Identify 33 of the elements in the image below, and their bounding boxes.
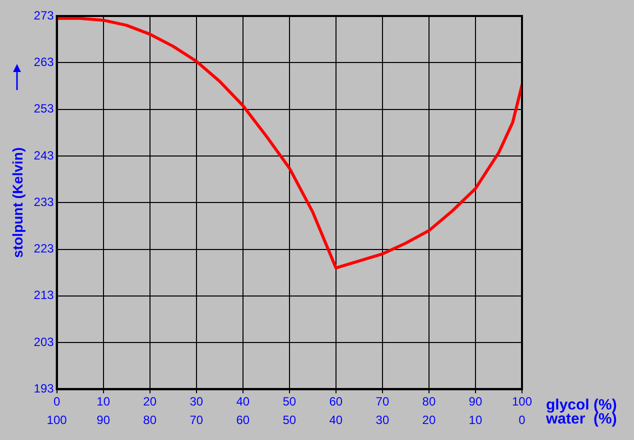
x-tick-label: 80	[422, 394, 436, 409]
x-tick-label: 70	[376, 394, 390, 409]
x2-tick-label: 0	[518, 413, 526, 428]
y-tick-label: 203	[34, 334, 54, 349]
x2-tick-label: 60	[236, 413, 250, 428]
x-tick-label: 10	[96, 394, 110, 409]
x2-tick-label: 50	[282, 413, 296, 428]
x2-tick-label: 90	[96, 413, 110, 428]
y-tick-label: 263	[34, 54, 54, 69]
y-tick-label: 243	[34, 148, 54, 162]
x-tick-label: 20	[143, 394, 157, 409]
x2-tick-label: 40	[329, 413, 343, 428]
x2-tick-label: 10	[468, 413, 482, 428]
x2-tick-label: 20	[422, 413, 436, 428]
x-tick-label: 0	[53, 394, 60, 409]
x-tick-label: 40	[236, 394, 250, 409]
y-tick-label: 233	[34, 194, 54, 209]
x-tick-label: 50	[282, 394, 296, 409]
y-tick-label: 223	[34, 242, 54, 256]
x-tick-label: 60	[329, 394, 343, 409]
x2-tick-label: 30	[376, 413, 390, 428]
x2-tick-label: 100	[46, 413, 68, 428]
x-tick-label: 30	[190, 394, 204, 409]
y-tick-label: 193	[34, 382, 54, 396]
y-tick-label: 253	[34, 102, 54, 116]
y-axis-title: stolpunt (Kelvin)	[9, 147, 26, 258]
y-tick-label: 213	[34, 288, 54, 302]
x-tick-label: 90	[468, 394, 482, 409]
x2-tick-label: 70	[190, 413, 204, 428]
x2-tick-label: 80	[143, 413, 157, 428]
y-tick-label: 273	[34, 8, 54, 22]
x-tick-label: 100	[512, 394, 532, 409]
x-axis-title: glycol (%)	[546, 396, 617, 414]
